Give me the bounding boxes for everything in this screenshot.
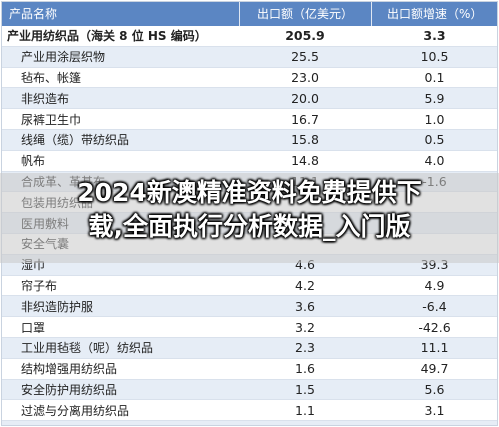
cell-export-value: 20.0 — [239, 87, 371, 110]
cell-growth-rate: 4.0 — [371, 150, 497, 172]
watermark-line-2: 载,全面执行分析数据_入门版 — [88, 212, 411, 241]
table-row: 非织造防护服 3.6 -6.4 — [2, 295, 497, 318]
cell-product-name: 产业用涂层织物 — [2, 46, 239, 68]
cell-growth-rate: 11.1 — [371, 337, 497, 359]
cell-product-name: 非织造防护服 — [2, 295, 239, 318]
cell-export-value: 4.2 — [239, 275, 371, 297]
cell-export-value: 14.8 — [239, 150, 371, 172]
table-row: 安全防护用纺织品 1.5 5.6 — [2, 379, 497, 401]
cell-product-name: 非织造布 — [2, 87, 239, 110]
table-row: 毡布、帐篷 23.0 0.1 — [2, 67, 497, 89]
cell-export-value: 1.6 — [239, 358, 371, 380]
cell-product-name: 线绳（缆）带纺织品 — [2, 129, 239, 151]
cell-growth-rate: 28.4 — [371, 420, 497, 425]
cell-export-value: 3.2 — [239, 316, 371, 338]
header-export-value: 出口额（亿美元） — [239, 2, 372, 26]
watermark-text: 2024新澳精准资料免费提供下 载,全面执行分析数据_入门版 — [0, 176, 499, 244]
cell-growth-rate: 5.6 — [371, 379, 497, 401]
table-header-row: 产品名称 出口额（亿美元） 出口额增速（%） — [2, 2, 497, 26]
watermark-line-1: 2024新澳精准资料免费提供下 — [77, 178, 422, 207]
cell-export-value: 16.7 — [239, 108, 371, 130]
table-row: 其他工业用纺织品1.028.4 — [2, 420, 497, 425]
table-row: 线绳（缆）带纺织品 15.8 0.5 — [2, 129, 497, 151]
header-product-name: 产品名称 — [2, 2, 240, 26]
cell-product-name: 帆布 — [2, 150, 239, 172]
cell-product-name: 尿裤卫生巾 — [2, 108, 239, 130]
header-growth-rate: 出口额增速（%） — [371, 2, 497, 26]
cell-export-value: 205.9 — [239, 26, 371, 47]
cell-export-value: 1.1 — [239, 399, 371, 422]
table-row: 口罩 3.2 -42.6 — [2, 316, 497, 338]
table-row: 结构增强用纺织品 1.6 49.7 — [2, 358, 497, 380]
table-row: 帆布 14.8 4.0 — [2, 150, 497, 172]
cell-export-value: 3.6 — [239, 295, 371, 318]
cell-growth-rate: 10.5 — [371, 46, 497, 68]
watermark-banner — [0, 173, 499, 263]
cell-export-value: 25.5 — [239, 46, 371, 68]
table-row: 非织造布 20.0 5.9 — [2, 87, 497, 110]
cell-growth-rate: 0.5 — [371, 129, 497, 151]
cell-growth-rate: -6.4 — [371, 295, 497, 318]
cell-product-name: 过滤与分离用纺织品 — [2, 399, 239, 422]
cell-export-value: 15.8 — [239, 129, 371, 151]
cell-growth-rate: 5.9 — [371, 87, 497, 110]
table-row: 尿裤卫生巾 16.7 1.0 — [2, 108, 497, 130]
cell-growth-rate: 49.7 — [371, 358, 497, 380]
table-row: 过滤与分离用纺织品 1.1 3.1 — [2, 399, 497, 422]
cell-growth-rate: 4.9 — [371, 275, 497, 297]
cell-product-name: 帘子布 — [2, 275, 239, 297]
cell-export-value: 1.5 — [239, 379, 371, 401]
cell-product-name: 安全防护用纺织品 — [2, 379, 239, 401]
cell-growth-rate: 0.1 — [371, 67, 497, 89]
cell-product-name: 产业用纺织品（海关 8 位 HS 编码） — [2, 26, 239, 47]
cell-export-value: 23.0 — [239, 67, 371, 89]
cell-growth-rate: 3.1 — [371, 399, 497, 422]
cell-export-value: 1.0 — [239, 420, 371, 425]
cell-product-name: 毡布、帐篷 — [2, 67, 239, 89]
table-row: 帘子布 4.2 4.9 — [2, 275, 497, 297]
cell-export-value: 2.3 — [239, 337, 371, 359]
cell-product-name: 工业用毡毯（呢）纺织品 — [2, 337, 239, 359]
cell-product-name: 口罩 — [2, 316, 239, 338]
cell-product-name: 结构增强用纺织品 — [2, 358, 239, 380]
table-row: 产业用纺织品（海关 8 位 HS 编码） 205.9 3.3 — [2, 26, 497, 47]
cell-growth-rate: -42.6 — [371, 316, 497, 338]
table-row: 产业用涂层织物 25.5 10.5 — [2, 46, 497, 68]
cell-growth-rate: 3.3 — [371, 26, 497, 47]
cell-product-name: 其他工业用纺织品 — [2, 420, 239, 425]
cell-growth-rate: 1.0 — [371, 108, 497, 130]
table-row: 工业用毡毯（呢）纺织品 2.3 11.1 — [2, 337, 497, 359]
